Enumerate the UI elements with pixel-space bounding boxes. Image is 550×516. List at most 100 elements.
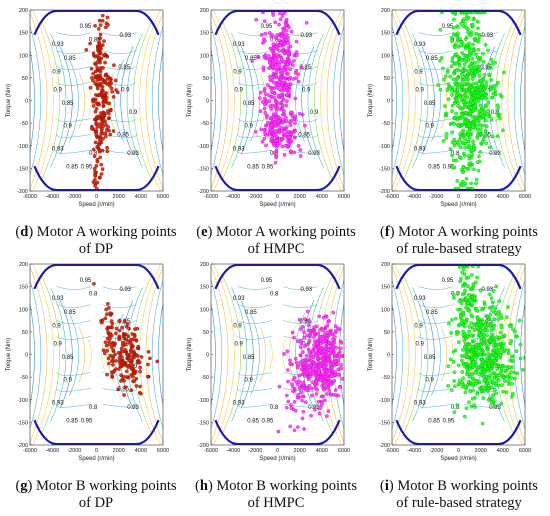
caption-letter: d <box>20 224 29 240</box>
scatter-point <box>113 78 118 83</box>
scatter-point <box>308 372 313 376</box>
y-tick-label: 150 <box>19 31 28 37</box>
scatter-point <box>262 39 267 43</box>
x-tick-label: 6000 <box>519 194 531 200</box>
scatter-point <box>304 353 309 358</box>
scatter-point <box>492 348 496 353</box>
scatter-point <box>449 331 453 335</box>
scatter-point <box>111 363 115 367</box>
scatter-point <box>510 381 514 386</box>
scatter-point <box>292 375 297 380</box>
scatter-point <box>507 365 512 370</box>
scatter-point <box>482 95 487 100</box>
scatter-point <box>103 316 108 321</box>
scatter-point <box>267 131 272 136</box>
scatter-point <box>460 292 465 297</box>
scatter-point <box>463 68 468 73</box>
scatter-point <box>92 281 96 286</box>
scatter-point <box>102 351 107 356</box>
scatter-point <box>294 76 298 80</box>
scatter-point <box>260 139 265 144</box>
contour-label: 0.85 <box>245 310 257 316</box>
scatter-point <box>304 386 309 391</box>
scatter-point <box>323 314 328 319</box>
contour-label: 0.93 <box>233 296 245 302</box>
contour-label: 0.93 <box>119 33 131 39</box>
scatter-point <box>464 104 469 109</box>
scatter-point <box>495 103 500 108</box>
scatter-point <box>469 33 473 37</box>
contour-label: 0.93 <box>414 42 426 48</box>
scatter-point <box>476 38 481 42</box>
scatter-point <box>504 368 508 373</box>
scatter-point <box>485 347 490 352</box>
scatter-point <box>483 322 488 327</box>
caption-line-2: of HMPC <box>247 241 305 257</box>
scatter-point <box>272 91 277 96</box>
contour-label: 0.95 <box>80 24 92 30</box>
scatter-point <box>100 127 104 131</box>
scatter-point <box>455 31 460 36</box>
scatter-point <box>460 51 464 55</box>
scatter-point <box>473 60 478 65</box>
scatter-point <box>300 416 305 421</box>
scatter-point <box>293 114 297 119</box>
scatter-series <box>446 264 525 426</box>
scatter-point <box>262 136 267 141</box>
scatter-point <box>101 104 106 108</box>
scatter-point <box>318 406 322 411</box>
scatter-point <box>499 316 504 320</box>
caption-line-1: (d) Motor A working points <box>15 224 177 240</box>
scatter-point <box>287 58 292 63</box>
scatter-point <box>453 348 458 352</box>
contour-label: 0.93 <box>414 146 426 152</box>
chart-panel-i: 0.930.90.850.90.850.90.930.850.950.950.9… <box>368 262 531 462</box>
scatter-point <box>482 379 486 383</box>
y-tick-label: 200 <box>19 8 28 14</box>
scatter-point <box>284 103 289 108</box>
contour-label: 0.95 <box>261 24 273 30</box>
scatter-point <box>324 369 329 374</box>
scatter-point <box>316 352 321 356</box>
scatter-point <box>451 359 456 364</box>
scatter-point <box>486 314 490 319</box>
scatter-point <box>296 143 301 148</box>
caption-line-2: of rule-based strategy <box>396 495 522 511</box>
x-tick-label: 2000 <box>475 448 487 454</box>
x-tick-label: -2000 <box>248 194 262 200</box>
scatter-point <box>262 88 267 93</box>
scatter-point <box>284 115 288 120</box>
scatter-point <box>304 362 309 366</box>
x-tick-label: -2000 <box>429 194 443 200</box>
scatter-point <box>122 378 126 383</box>
scatter-point <box>97 122 102 126</box>
x-tick-label: -6000 <box>385 194 399 200</box>
scatter-point <box>104 25 108 30</box>
scatter-point <box>459 321 464 326</box>
scatter-point <box>464 361 469 366</box>
scatter-point <box>269 90 274 95</box>
scatter-point <box>97 149 102 154</box>
scatter-point <box>479 108 484 113</box>
scatter-point <box>307 383 311 388</box>
scatter-point <box>297 317 302 322</box>
scatter-point <box>444 113 449 118</box>
scatter-point <box>506 351 511 356</box>
scatter-point <box>452 370 457 375</box>
scatter-point <box>460 370 465 374</box>
y-tick-label: 150 <box>200 31 209 37</box>
scatter-point <box>454 42 458 47</box>
scatter-point <box>475 70 480 75</box>
contour-label: 0.85 <box>424 355 436 361</box>
scatter-point <box>125 322 130 326</box>
scatter-point <box>325 323 330 328</box>
scatter-point <box>507 372 512 377</box>
scatter-point <box>272 121 277 126</box>
contour-label: 0.85 <box>480 65 492 71</box>
scatter-point <box>265 99 269 104</box>
scatter-point <box>119 360 124 365</box>
scatter-point <box>292 335 296 340</box>
x-tick-label: -2000 <box>67 194 81 200</box>
scatter-point <box>121 340 126 345</box>
scatter-point <box>291 389 295 394</box>
